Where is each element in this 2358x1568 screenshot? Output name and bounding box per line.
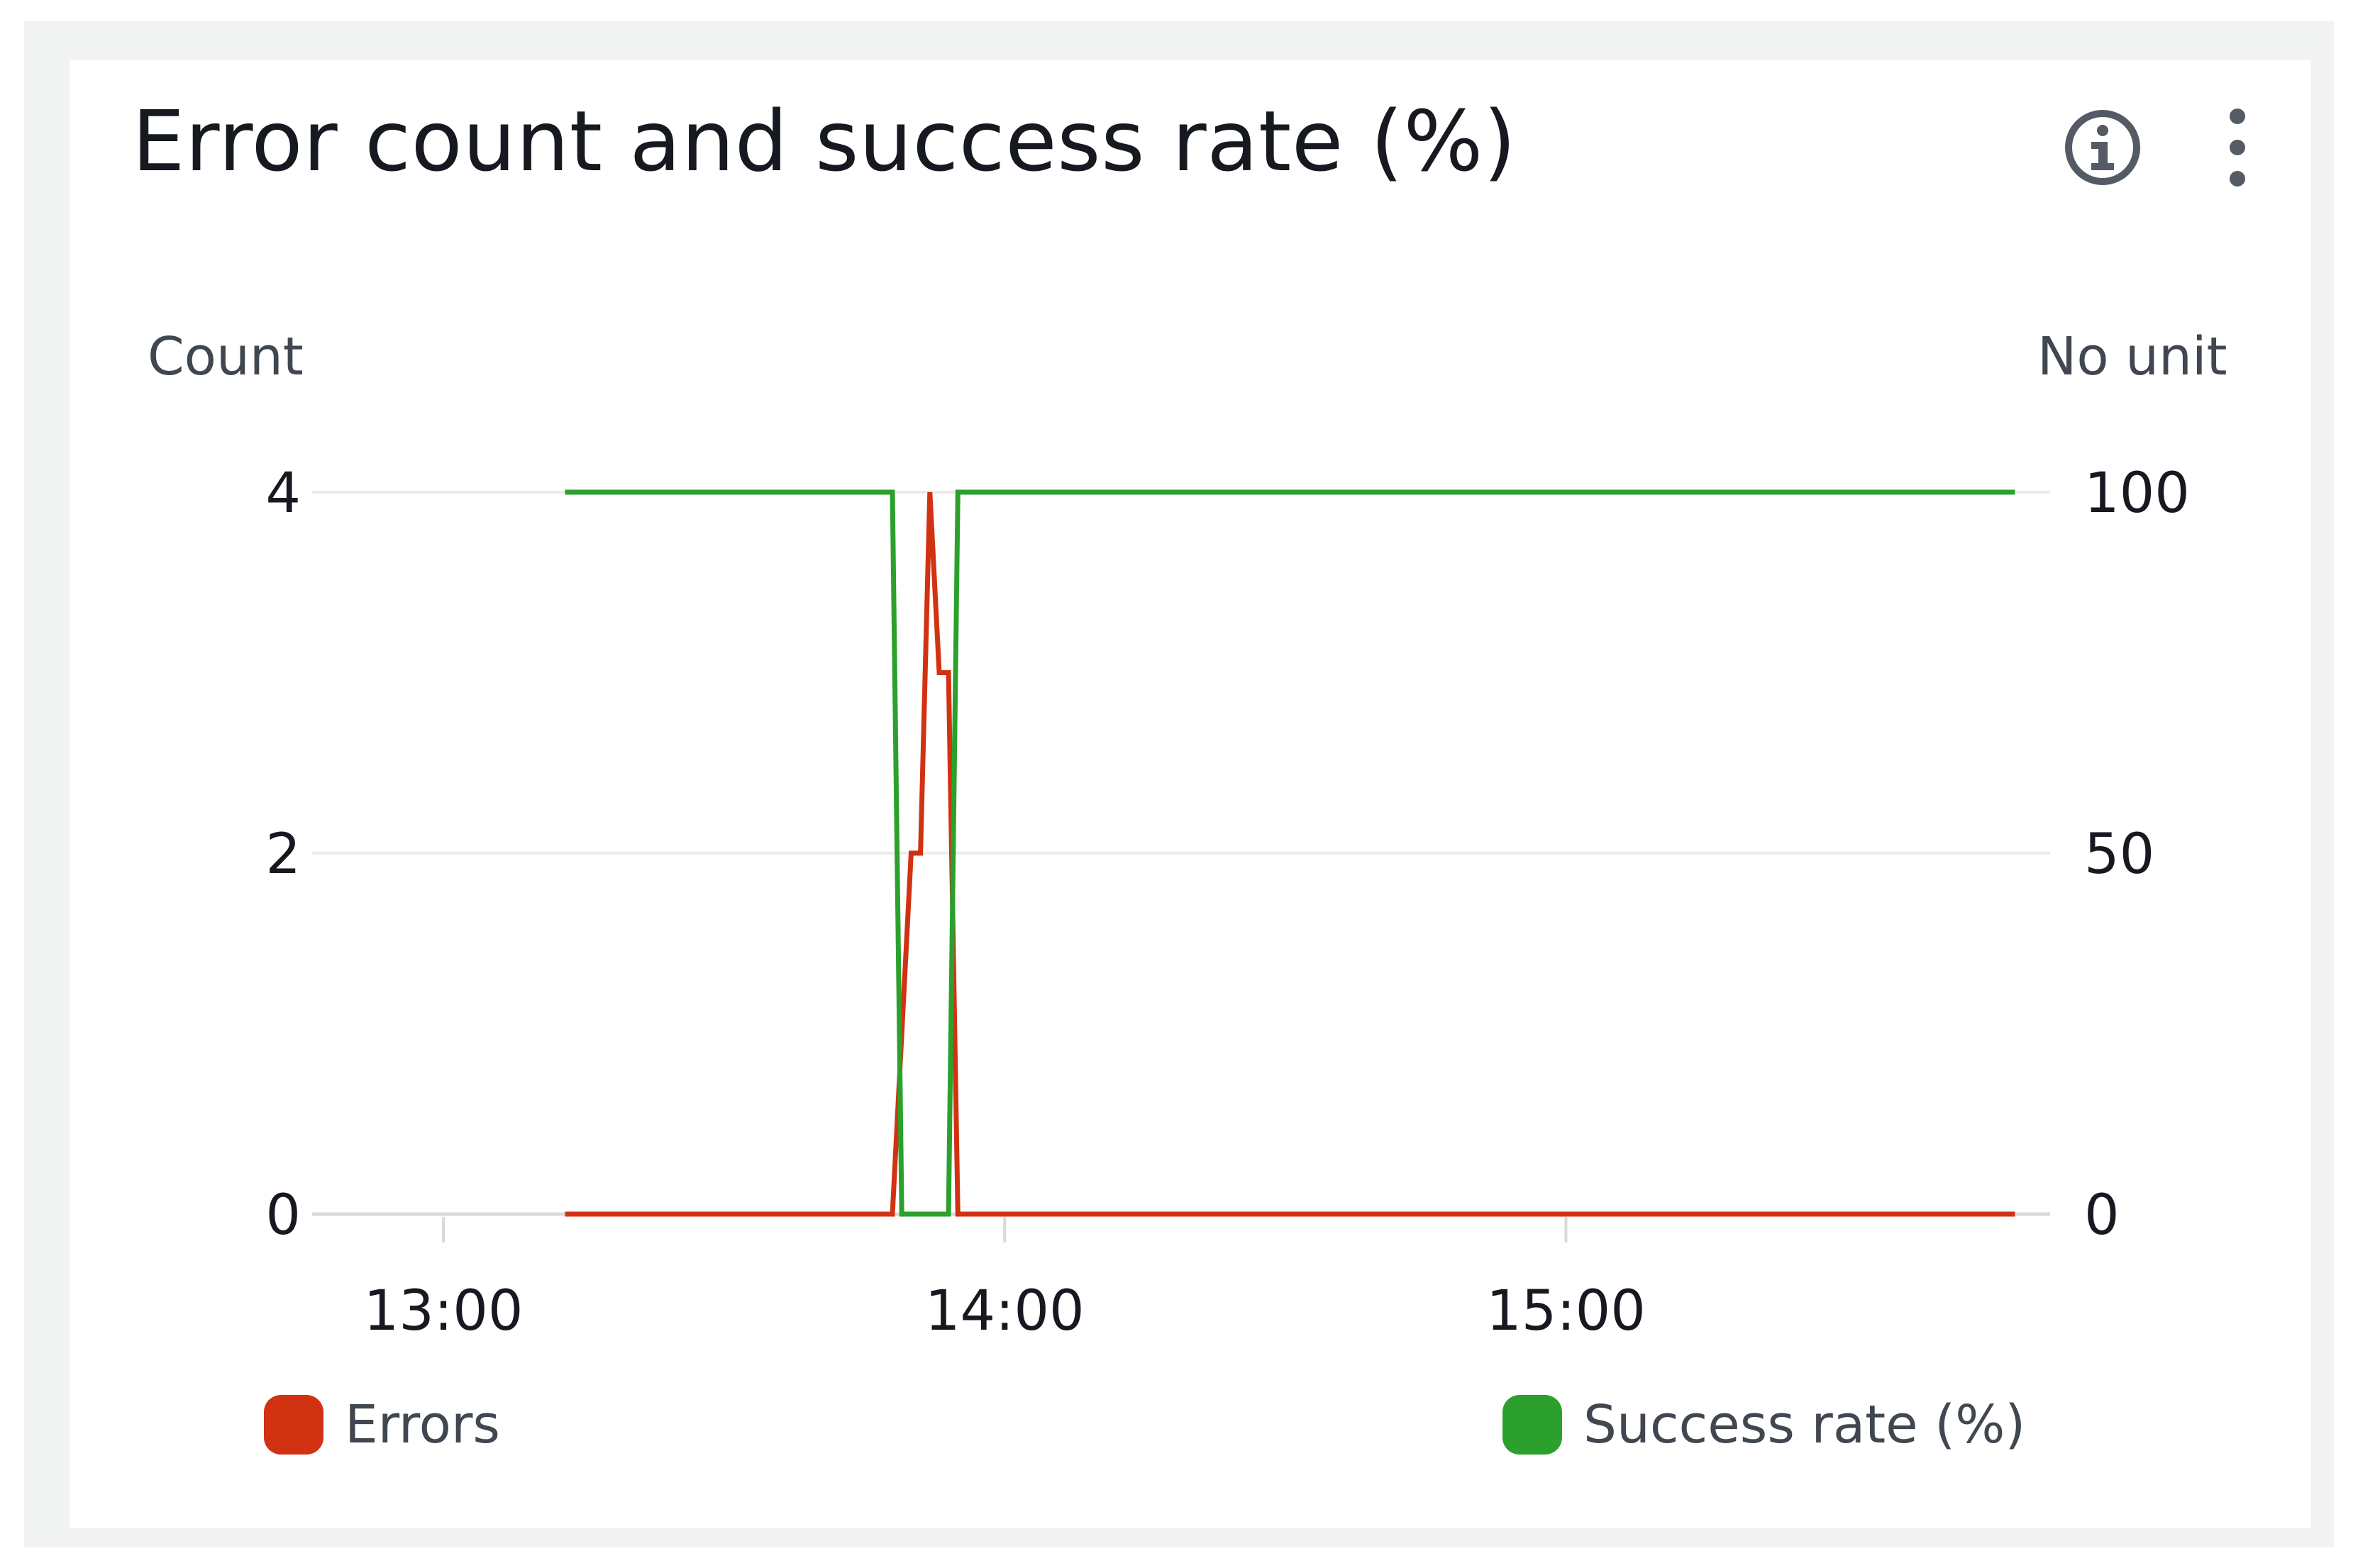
- legend-item-errors[interactable]: Errors: [264, 1394, 500, 1455]
- success-rate-series-line: [565, 489, 2015, 1217]
- metric-widget: [70, 60, 2311, 1528]
- y-left-axis-label: Count: [148, 326, 304, 387]
- legend-success-rate-label: Success rate (%): [1583, 1394, 2026, 1455]
- legend-errors-label: Errors: [345, 1394, 500, 1455]
- y-left-tick-label: 0: [265, 1184, 301, 1247]
- y-left-tick-label: 2: [265, 823, 301, 886]
- success-rate-swatch: [1502, 1395, 1562, 1455]
- widget-title: Error count and success rate (%): [132, 92, 1517, 190]
- legend-item-success-rate[interactable]: Success rate (%): [1502, 1394, 2025, 1455]
- x-tick-label: 15:00: [1486, 1279, 1646, 1343]
- y-left-tick-label: 4: [265, 462, 301, 526]
- x-tick-label: 14:00: [925, 1279, 1085, 1343]
- y-right-tick-label: 0: [2084, 1184, 2120, 1247]
- info-circle-icon[interactable]: [2061, 106, 2144, 189]
- x-tick-label: 13:00: [364, 1279, 524, 1343]
- vertical-ellipsis-icon[interactable]: [2220, 106, 2254, 189]
- errors-swatch: [264, 1395, 323, 1455]
- y-right-tick-label: 100: [2084, 462, 2190, 526]
- y-right-axis-label: No unit: [2037, 326, 2227, 387]
- y-right-tick-label: 50: [2084, 823, 2154, 886]
